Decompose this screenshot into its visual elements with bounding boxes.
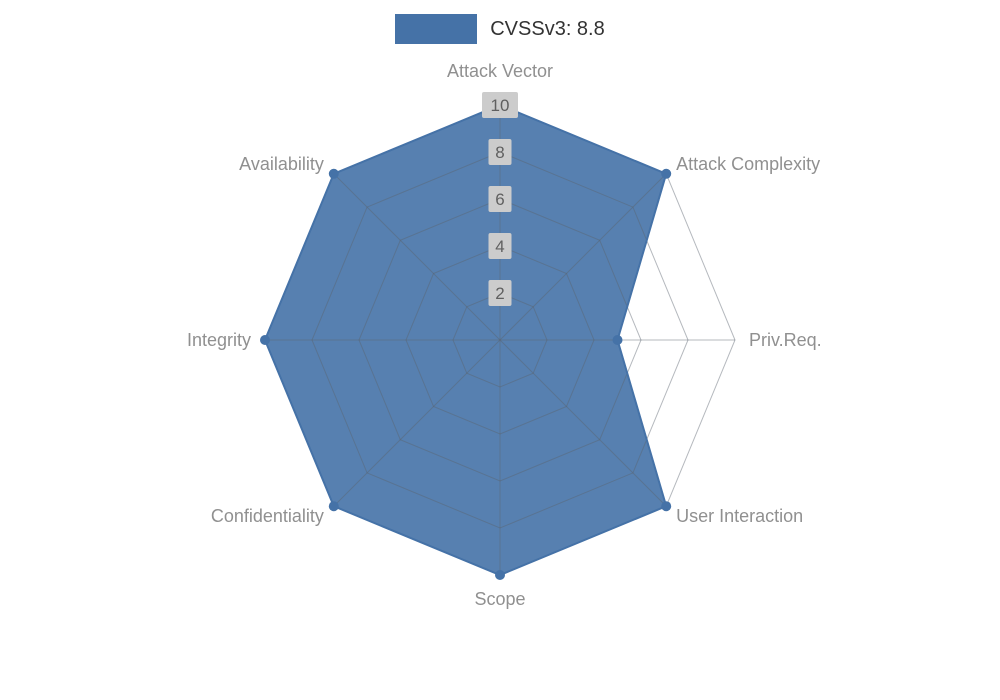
axis-label: Availability	[239, 154, 324, 174]
grid-spoke	[499, 173, 667, 341]
legend-item[interactable]: CVSSv3: 8.8	[0, 14, 1000, 44]
tick-label-bg	[488, 139, 512, 165]
tick-label-bg	[488, 233, 512, 259]
grid-ring	[452, 292, 548, 388]
series-marker	[260, 335, 270, 345]
tick-label-bg	[482, 92, 518, 118]
grid-ring	[405, 245, 595, 435]
tick-label: 2	[495, 284, 504, 303]
axis-label: User Interaction	[676, 506, 803, 526]
tick-label-bg	[488, 186, 512, 212]
series-marker	[495, 570, 505, 580]
series-marker	[328, 501, 339, 512]
grid-spoke	[333, 339, 501, 507]
series-marker	[661, 168, 672, 179]
grid-spoke	[499, 339, 667, 507]
grid-ring	[311, 151, 689, 529]
tick-labels: 2 4 6 8 10	[482, 92, 518, 306]
axis-label: Attack Complexity	[676, 154, 820, 174]
tick-label: 10	[491, 96, 510, 115]
grid-spoke	[333, 173, 501, 341]
axis-label: Attack Vector	[447, 61, 553, 81]
axis-label: Scope	[474, 589, 525, 609]
tick-label: 6	[495, 190, 504, 209]
series-marker	[612, 335, 623, 345]
axis-label: Integrity	[187, 330, 251, 350]
tick-label: 8	[495, 143, 504, 162]
legend-label: CVSSv3: 8.8	[490, 17, 605, 40]
axis-label: Confidentiality	[211, 506, 324, 526]
series-marker	[661, 501, 672, 512]
axis-labels: Attack Vector Attack Complexity Priv.Req. U…	[187, 61, 822, 609]
grid-ring	[358, 198, 642, 482]
series-area	[265, 105, 667, 575]
tick-label: 4	[495, 237, 504, 256]
tick-label-bg	[488, 280, 512, 306]
series-marker	[328, 168, 339, 179]
axis-label: Priv.Req.	[749, 330, 822, 350]
legend-swatch	[395, 14, 478, 44]
